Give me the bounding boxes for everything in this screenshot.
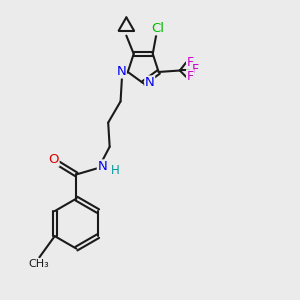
Text: O: O bbox=[49, 153, 59, 166]
Text: N: N bbox=[116, 65, 126, 78]
Text: H: H bbox=[111, 164, 120, 177]
Text: F: F bbox=[187, 56, 194, 69]
Text: CH₃: CH₃ bbox=[28, 259, 49, 269]
Text: N: N bbox=[145, 76, 154, 89]
Text: F: F bbox=[187, 70, 194, 83]
Text: F: F bbox=[192, 62, 199, 76]
Text: N: N bbox=[98, 160, 107, 173]
Text: Cl: Cl bbox=[151, 22, 164, 35]
